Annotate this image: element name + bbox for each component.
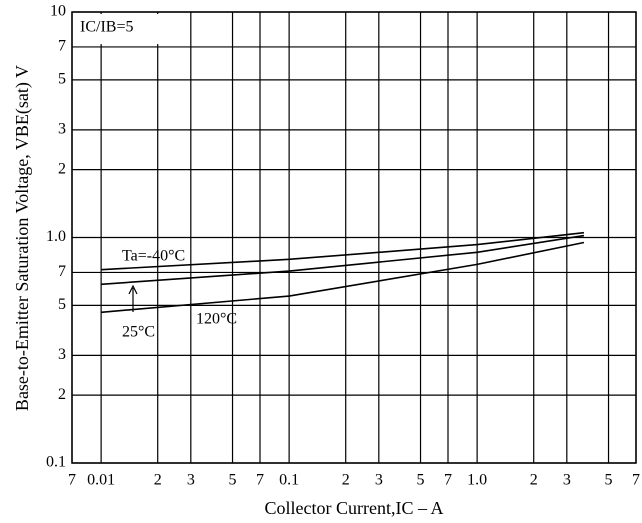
y-tick-label: 10	[50, 3, 66, 20]
x-tick-label: 7	[256, 472, 264, 489]
y-tick-label: 1.0	[46, 228, 66, 245]
x-tick-label: 5	[229, 472, 237, 489]
x-tick-label: 5	[417, 472, 425, 489]
x-tick-label: 7	[632, 472, 640, 489]
x-tick-label: 3	[375, 472, 383, 489]
annotation: IC/IB=5	[80, 19, 133, 36]
x-tick-label: 3	[563, 472, 571, 489]
series-label: Ta=-40°C	[122, 248, 185, 265]
x-tick-label: 7	[68, 472, 76, 489]
y-tick-label: 7	[58, 38, 66, 55]
series-line	[101, 231, 585, 271]
series-label: 25°C	[122, 324, 155, 341]
y-tick-label: 7	[58, 263, 66, 280]
y-axis-label: Base-to-Emitter Saturation Voltage, VBE(…	[12, 65, 33, 411]
x-tick-label: 2	[342, 472, 350, 489]
y-tick-label: 3	[58, 346, 66, 363]
x-tick-label: 0.01	[87, 472, 115, 489]
x-tick-label: 0.1	[279, 472, 299, 489]
x-tick-label: 2	[530, 472, 538, 489]
y-tick-label: 0.1	[46, 454, 66, 471]
annotation-box	[74, 14, 184, 44]
y-tick-label: 5	[58, 71, 66, 88]
x-tick-label: 1.0	[467, 472, 487, 489]
x-tick-label: 2	[154, 472, 162, 489]
y-tick-label: 2	[58, 386, 66, 403]
x-tick-label: 5	[605, 472, 613, 489]
grid	[71, 11, 637, 464]
y-tick-label: 2	[58, 160, 66, 177]
x-tick-label: 3	[187, 472, 195, 489]
arrow-head	[128, 284, 138, 295]
series-line	[101, 241, 585, 314]
series-label: 120°C	[196, 311, 237, 328]
x-tick-label: 7	[444, 472, 452, 489]
x-axis-label: Collector Current,IC – A	[265, 498, 444, 518]
y-tick-label: 3	[58, 121, 66, 138]
y-tick-label: 5	[58, 296, 66, 313]
series-line	[101, 234, 585, 286]
